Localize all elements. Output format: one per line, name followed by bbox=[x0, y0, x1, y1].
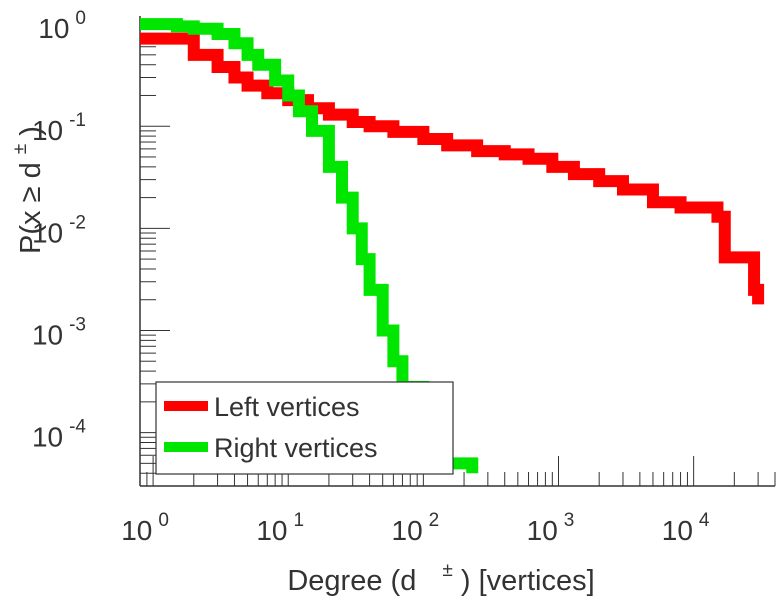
y-tick-base: 10 bbox=[32, 217, 63, 248]
x-tick-exp: 0 bbox=[158, 510, 169, 531]
x-tick-label: 10 1 bbox=[256, 510, 304, 546]
y-axis-label-prefix: P(x ≥ d bbox=[15, 162, 47, 254]
y-tick-base: 10 bbox=[32, 319, 63, 350]
y-tick-label: 10 -1 bbox=[32, 110, 86, 146]
y-tick-base: 10 bbox=[32, 115, 63, 146]
legend-box bbox=[155, 381, 454, 475]
x-tick-exp: 3 bbox=[564, 510, 575, 531]
y-tick-exp: -1 bbox=[69, 110, 86, 131]
x-axis-label: Degree (d ± ) [vertices] bbox=[287, 551, 594, 597]
y-tick-label: 10 -4 bbox=[32, 417, 86, 453]
x-tick-base: 10 bbox=[121, 515, 152, 546]
y-tick-base: 10 bbox=[38, 13, 69, 44]
y-tick-exp: -2 bbox=[69, 212, 86, 233]
y-axis-label-sup: ± bbox=[10, 144, 31, 154]
x-tick-base: 10 bbox=[662, 515, 693, 546]
x-axis-label-sup: ± bbox=[442, 560, 452, 581]
x-tick-base: 10 bbox=[527, 515, 558, 546]
x-tick-label: 10 0 bbox=[121, 510, 169, 546]
x-tick-exp: 1 bbox=[294, 510, 305, 531]
x-tick-label: 10 2 bbox=[392, 510, 440, 546]
x-tick-exp: 2 bbox=[429, 510, 440, 531]
x-axis-label-prefix: Degree (d bbox=[287, 565, 416, 597]
series-right-vertices bbox=[140, 18, 479, 474]
y-tick-exp: 0 bbox=[75, 8, 86, 29]
legend: Left vertices Right vertices bbox=[155, 381, 454, 475]
y-axis-label: P(x ≥ d ± ) bbox=[1, 126, 47, 254]
y-tick-label: 10 -2 bbox=[32, 212, 86, 248]
legend-label: Right vertices bbox=[214, 433, 378, 463]
x-tick-exp: 4 bbox=[699, 510, 710, 531]
legend-label: Left vertices bbox=[214, 392, 360, 422]
series-layer bbox=[140, 18, 765, 474]
x-tick-base: 10 bbox=[256, 515, 287, 546]
y-tick-exp: -4 bbox=[69, 417, 86, 438]
y-tick-exp: -3 bbox=[69, 314, 86, 335]
series-left-vertices bbox=[140, 32, 765, 305]
y-axis-label-suffix: ) bbox=[15, 126, 47, 136]
x-tick-label: 10 3 bbox=[527, 510, 575, 546]
y-tick-label: 10 0 bbox=[38, 8, 86, 44]
x-tick-label: 10 4 bbox=[662, 510, 710, 546]
x-tick-base: 10 bbox=[392, 515, 423, 546]
y-tick-base: 10 bbox=[32, 422, 63, 453]
x-axis-label-suffix: ) [vertices] bbox=[461, 565, 595, 597]
y-tick-label: 10 -3 bbox=[32, 314, 86, 350]
